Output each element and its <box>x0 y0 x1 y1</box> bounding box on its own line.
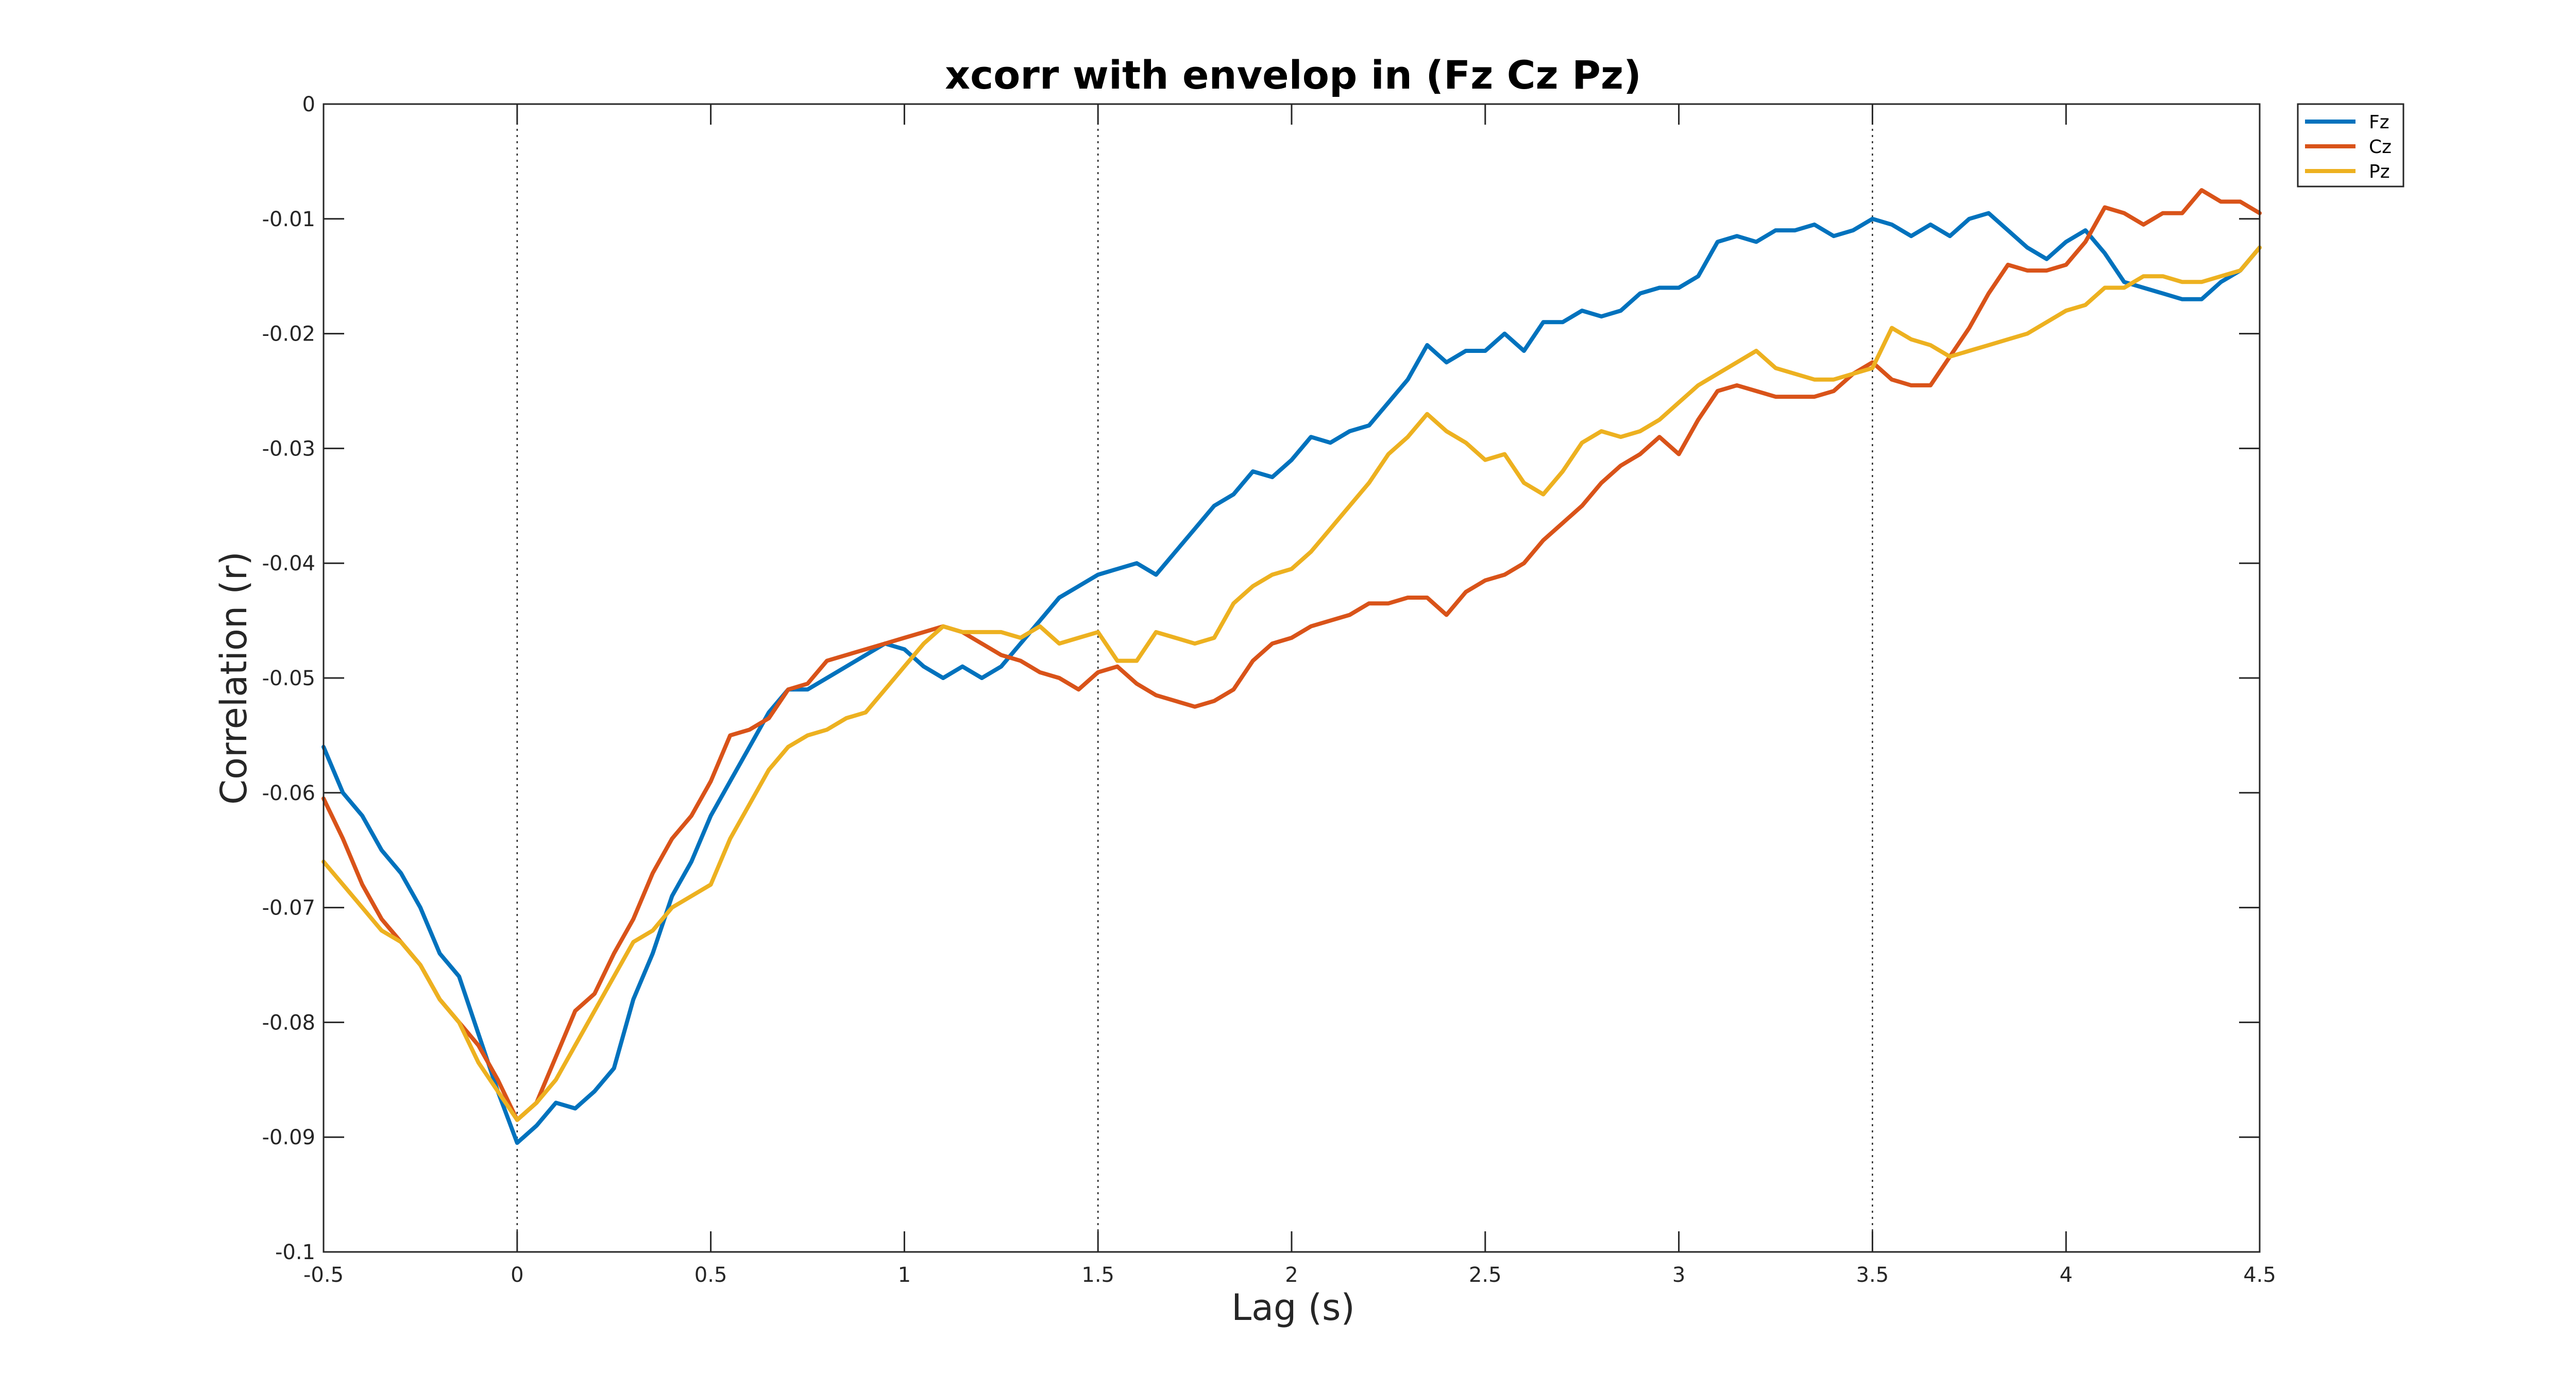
x-tick-label: 2.5 <box>1469 1263 1502 1287</box>
y-axis-label: Correlation (r) <box>213 551 255 805</box>
x-axis-label: Lag (s) <box>1231 1286 1355 1329</box>
axes-background <box>324 104 2260 1252</box>
y-tick-label: -0.02 <box>262 323 316 346</box>
legend-label-cz: Cz <box>2369 137 2392 158</box>
x-tick-label: 1.5 <box>1081 1263 1114 1287</box>
x-tick-labels: -0.5 0 0.5 1 1.5 2 2.5 3 3.5 4 4.5 <box>303 1263 2276 1287</box>
x-tick-label: 4.5 <box>2243 1263 2276 1287</box>
y-tick-labels: 0 -0.01 -0.02 -0.03 -0.04 -0.05 -0.06 -0.07 -0.0… <box>262 93 316 1264</box>
legend: Fz Cz Pz <box>2297 103 2404 188</box>
y-tick-label: -0.08 <box>262 1011 316 1035</box>
y-tick-label: -0.01 <box>262 208 316 231</box>
series-layer <box>321 188 2262 1145</box>
series-line-pz <box>321 245 2262 1122</box>
x-tick-label: 2 <box>1285 1263 1298 1287</box>
x-tick-label: 1 <box>898 1263 911 1287</box>
x-tick-label: 0.5 <box>694 1263 727 1287</box>
y-tick-label: -0.09 <box>262 1126 316 1149</box>
y-tick-label: -0.1 <box>275 1241 315 1264</box>
x-tick-label: 3 <box>1672 1263 1685 1287</box>
series-line-fz <box>321 211 2262 1145</box>
x-tick-label: -0.5 <box>303 1263 344 1287</box>
series-line-cz <box>321 188 2262 1122</box>
legend-label-pz: Pz <box>2369 161 2390 182</box>
x-tick-label: 3.5 <box>1856 1263 1889 1287</box>
y-tick-label: -0.06 <box>262 782 316 805</box>
y-tick-label: -0.05 <box>262 667 316 690</box>
y-tick-label: -0.04 <box>262 552 316 575</box>
legend-label-fz: Fz <box>2369 112 2389 133</box>
y-tick-label: -0.07 <box>262 896 316 920</box>
y-tick-label: 0 <box>302 93 315 116</box>
chart-title: xcorr with envelop in (Fz Cz Pz) <box>945 52 1641 98</box>
axes-box <box>323 103 2261 1253</box>
y-tick-label: -0.03 <box>262 437 316 461</box>
x-tick-label: 0 <box>511 1263 523 1287</box>
x-tick-label: 4 <box>2059 1263 2072 1287</box>
